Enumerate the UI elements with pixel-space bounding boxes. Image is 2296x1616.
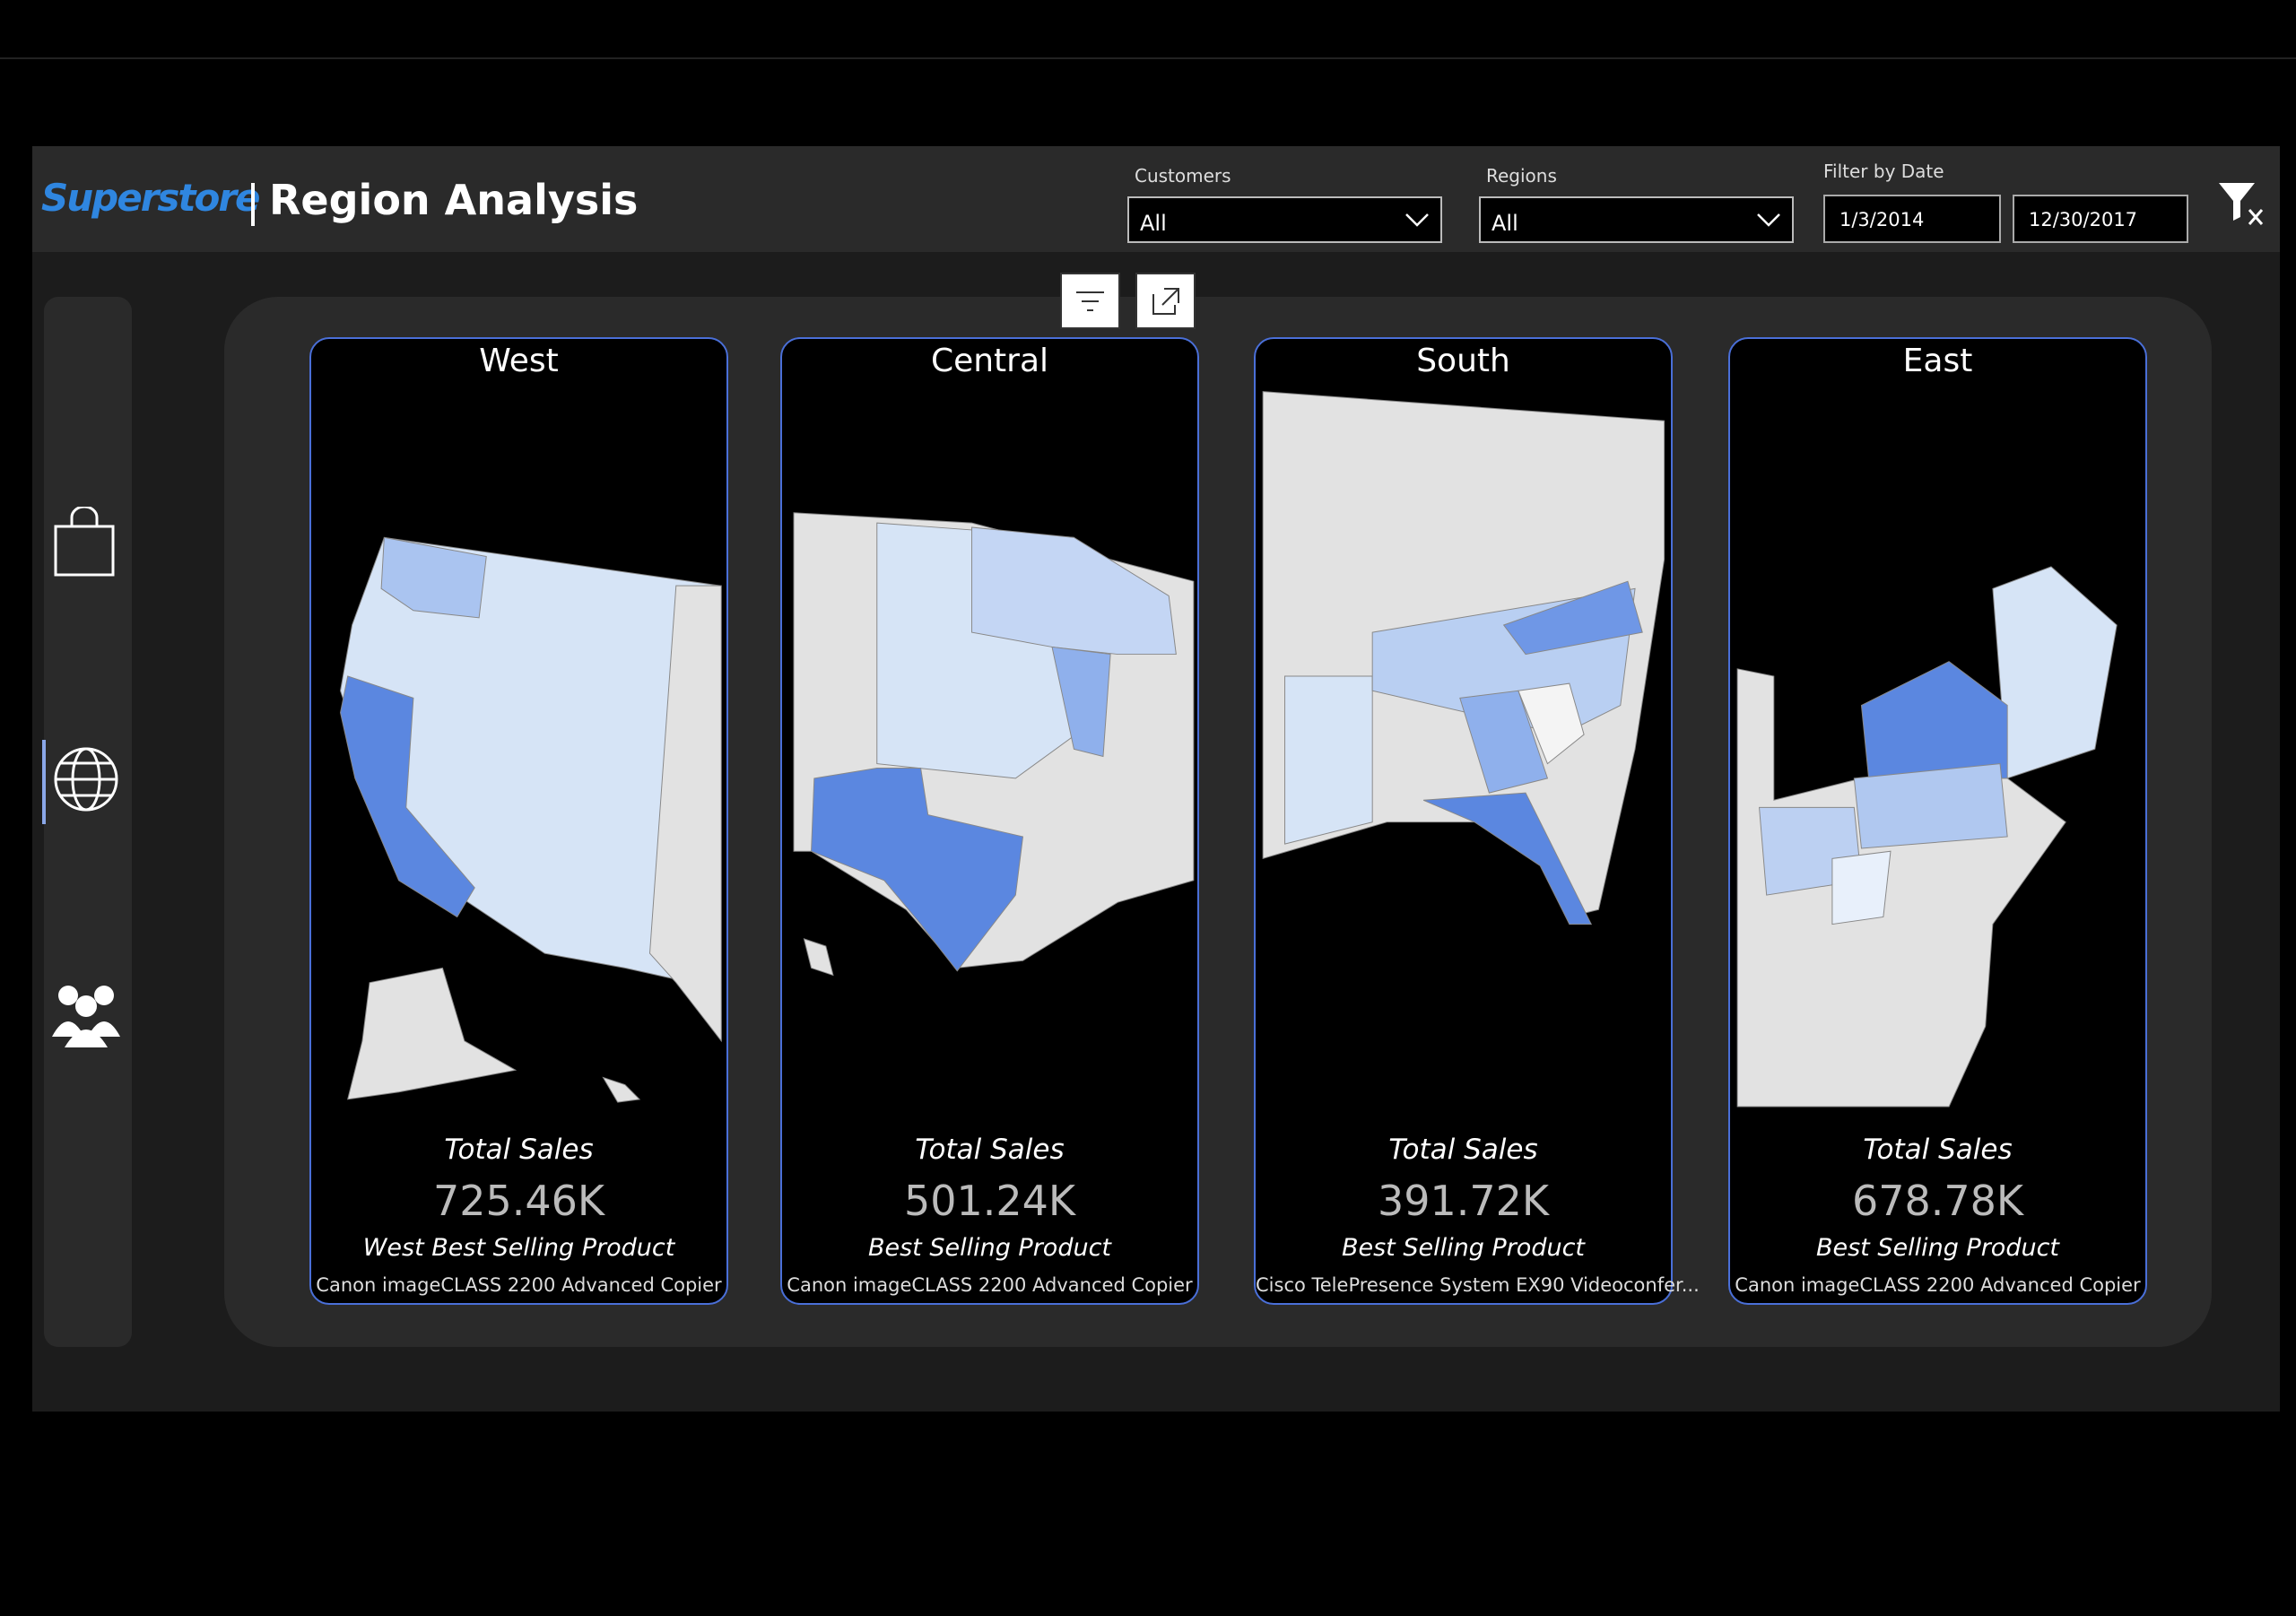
map bbox=[1262, 391, 1665, 925]
region-title: South bbox=[1416, 343, 1510, 379]
region-card: West Total Sales 725.46K West Best Selli… bbox=[309, 337, 728, 1305]
metric-value: 501.24K bbox=[903, 1177, 1076, 1225]
clear-filters[interactable] bbox=[2215, 179, 2266, 230]
product-label: West Best Selling Product bbox=[362, 1234, 675, 1262]
product-name: Canon imageCLASS 2200 Advanced Copier bbox=[1735, 1274, 2141, 1296]
nav-region[interactable] bbox=[52, 745, 120, 813]
start-date[interactable]: 1/3/2014 bbox=[1823, 195, 2001, 243]
filter-label: Filter by Date bbox=[1823, 161, 1944, 182]
map bbox=[793, 512, 1195, 977]
separator bbox=[251, 183, 255, 226]
product-label: Best Selling Product bbox=[1815, 1234, 2060, 1262]
region-title: Central bbox=[930, 343, 1049, 379]
filter-label: Regions bbox=[1486, 165, 1557, 187]
end-date[interactable]: 12/30/2017 bbox=[2013, 195, 2188, 243]
chevron bbox=[1757, 213, 1780, 227]
page-title: Region Analysis bbox=[269, 176, 639, 224]
product-label: Best Selling Product bbox=[867, 1234, 1112, 1262]
filter-label: Customers bbox=[1135, 165, 1231, 187]
nav-panel bbox=[44, 297, 132, 1347]
product-name: Cisco TelePresence System EX90 Videoconf… bbox=[1256, 1274, 1700, 1296]
active-indicator bbox=[42, 740, 46, 824]
nav-customers[interactable] bbox=[50, 979, 122, 1047]
metric-label: Total Sales bbox=[915, 1134, 1065, 1166]
metric-label: Total Sales bbox=[444, 1134, 594, 1166]
dropdown-value: All bbox=[1140, 211, 1167, 236]
metric-label: Total Sales bbox=[1388, 1134, 1538, 1166]
metric-value: 391.72K bbox=[1377, 1177, 1550, 1225]
product-label: Best Selling Product bbox=[1341, 1234, 1586, 1262]
dropdown-value: All bbox=[1492, 211, 1518, 236]
region-title: East bbox=[1902, 343, 1973, 379]
chevron bbox=[1405, 213, 1429, 227]
regions-dropdown[interactable]: All bbox=[1479, 196, 1794, 243]
region-card: Central Total Sales 501.24K Best Selling… bbox=[780, 337, 1199, 1305]
logo: Superstore bbox=[41, 176, 261, 220]
map bbox=[1736, 566, 2118, 1108]
product-name: Canon imageCLASS 2200 Advanced Copier bbox=[316, 1274, 722, 1296]
customers-dropdown[interactable]: All bbox=[1127, 196, 1442, 243]
top-divider bbox=[0, 57, 2296, 59]
metric-label: Total Sales bbox=[1863, 1134, 2013, 1166]
nav-products[interactable] bbox=[52, 507, 118, 578]
region-title: West bbox=[479, 343, 559, 379]
map bbox=[340, 536, 722, 1103]
focus-button[interactable] bbox=[1135, 273, 1196, 329]
metric-value: 678.78K bbox=[1851, 1177, 2024, 1225]
filter-button[interactable] bbox=[1060, 273, 1120, 329]
product-name: Canon imageCLASS 2200 Advanced Copier bbox=[787, 1274, 1193, 1296]
region-card: East Total Sales 678.78K Best Selling Pr… bbox=[1728, 337, 2147, 1305]
region-card: South Total Sales 391.72K Best Selling P… bbox=[1254, 337, 1700, 1305]
metric-value: 725.46K bbox=[432, 1177, 605, 1225]
